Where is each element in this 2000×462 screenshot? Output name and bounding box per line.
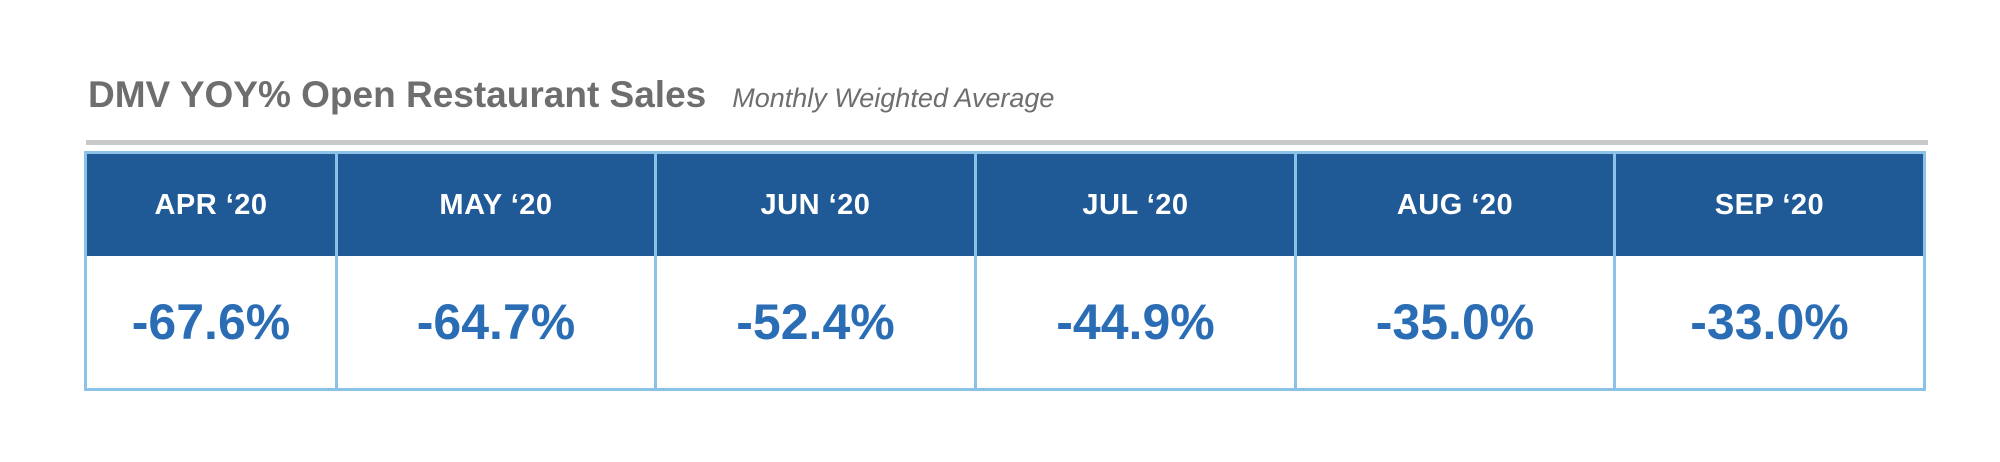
month-header-cell: AUG ‘20 xyxy=(1297,154,1613,256)
month-header-cell: JUN ‘20 xyxy=(657,154,974,256)
month-header-cell: SEP ‘20 xyxy=(1616,154,1923,256)
month-column-sep-20: SEP ‘20 -33.0% xyxy=(1616,154,1923,388)
month-header-cell: JUL ‘20 xyxy=(977,154,1294,256)
month-column-aug-20: AUG ‘20 -35.0% xyxy=(1297,154,1616,388)
yoy-value-cell: -52.4% xyxy=(736,294,895,350)
month-header-cell: MAY ‘20 xyxy=(338,154,654,256)
monthly-yoy-table: APR ‘20 -67.6% MAY ‘20 -64.7% JUN ‘20 -5… xyxy=(84,151,1926,391)
month-column-jul-20: JUL ‘20 -44.9% xyxy=(977,154,1297,388)
yoy-value-cell: -64.7% xyxy=(416,294,576,350)
month-column-may-20: MAY ‘20 -64.7% xyxy=(338,154,657,388)
yoy-value-cell: -35.0% xyxy=(1375,294,1535,350)
month-column-apr-20: APR ‘20 -67.6% xyxy=(87,154,338,388)
chart-subtitle: Monthly Weighted Average xyxy=(732,83,1055,113)
yoy-value-cell: -33.0% xyxy=(1690,294,1849,350)
title-divider xyxy=(86,140,1928,145)
yoy-value-cell: -67.6% xyxy=(131,294,291,350)
title-row: DMV YOY% Open Restaurant Sales Monthly W… xyxy=(88,74,1054,130)
yoy-value-cell: -44.9% xyxy=(1056,294,1215,350)
month-column-jun-20: JUN ‘20 -52.4% xyxy=(657,154,977,388)
month-header-cell: APR ‘20 xyxy=(87,154,335,256)
chart-title: DMV YOY% Open Restaurant Sales xyxy=(88,74,707,115)
